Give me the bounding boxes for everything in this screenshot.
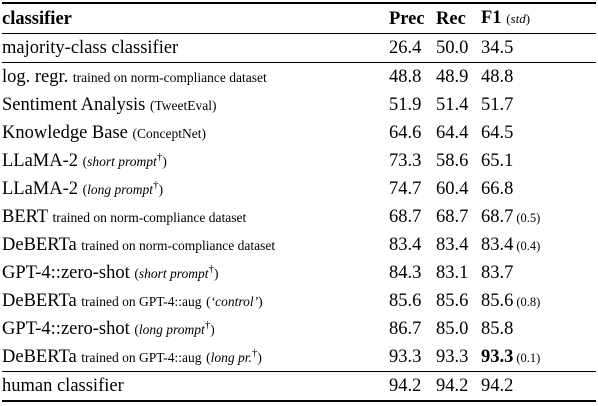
dagger-mark: † — [208, 262, 215, 275]
f1-value: 85.6 (0.8) — [481, 290, 541, 311]
f1-header-label: F1 — [481, 8, 502, 28]
classifier-name: majority-class classifier — [2, 33, 389, 63]
rec-value: 58.6 — [436, 151, 469, 171]
table-row: log. regr. trained on norm-compliance da… — [2, 63, 596, 92]
classifier-note: (TweetEval) — [150, 97, 217, 113]
dagger-mark: † — [153, 178, 159, 191]
table-row: BERT trained on norm-compliance dataset … — [2, 203, 596, 231]
prec-value: 84.3 — [389, 263, 422, 283]
dagger-mark: † — [156, 150, 163, 163]
rec-value: 85.0 — [436, 319, 469, 339]
table-row: Sentiment Analysis (TweetEval) 51.9 51.4… — [2, 91, 596, 119]
f1-value: 68.7 (0.5) — [481, 206, 541, 227]
rec-value: 83.4 — [436, 235, 469, 255]
prec-value: 74.7 — [389, 179, 422, 199]
std-value: (0.8) — [516, 294, 541, 309]
prec-value: 86.7 — [389, 319, 422, 339]
header-row: classifier Prec Rec F1 (std) — [2, 2, 596, 34]
rec-value: 60.4 — [436, 179, 469, 199]
dagger-mark: † — [204, 318, 211, 331]
prec-value: 64.6 — [389, 123, 422, 143]
classifier-name: log. regr. trained on norm-compliance da… — [2, 66, 267, 87]
prec-value: 68.7 — [389, 207, 422, 227]
classifier-note: long prompt — [138, 321, 205, 337]
f1-value: 34.5 — [481, 33, 596, 63]
table-row: LLaMA-2 (long prompt†) 74.7 60.4 66.8 — [2, 175, 596, 203]
f1-value: 64.5 — [481, 123, 514, 143]
table-row: DeBERTa trained on GPT-4::aug (‘control’… — [2, 287, 596, 315]
prec-value: 83.4 — [389, 235, 422, 255]
classifier-name: DeBERTa trained on GPT-4::aug (‘control’… — [2, 290, 263, 311]
table-row: LLaMA-2 (short prompt†) 73.3 58.6 65.1 — [2, 147, 596, 175]
std-value: (0.4) — [516, 238, 541, 253]
table-row: DeBERTa trained on GPT-4::aug (long pr.†… — [2, 343, 596, 372]
f1-value: 85.8 — [481, 319, 514, 339]
classifier-note: trained on GPT-4::aug — [81, 293, 202, 309]
prec-value: 93.3 — [389, 343, 436, 372]
rec-value: 93.3 — [436, 343, 481, 372]
classifier-note: trained on norm-compliance dataset — [72, 69, 267, 85]
std-header-label: std — [510, 11, 526, 26]
rec-value: 85.6 — [436, 291, 469, 311]
prec-value: 48.8 — [389, 67, 422, 87]
std-value: (0.1) — [516, 350, 541, 365]
classifier-note: short prompt — [138, 265, 209, 281]
classifier-name: Knowledge Base (ConceptNet) — [2, 122, 206, 143]
classifier-note-detail: long pr. — [210, 349, 252, 365]
f1-value: 48.8 — [481, 67, 514, 87]
f1-value: 83.4 (0.4) — [481, 234, 541, 255]
table-row: GPT-4::zero-shot (long prompt†) 86.7 85.… — [2, 315, 596, 343]
classifier-header: classifier — [2, 2, 389, 34]
rec-value: 68.7 — [436, 207, 469, 227]
classifier-name: DeBERTa trained on GPT-4::aug (long pr.†… — [2, 343, 389, 372]
f1-value: 66.8 — [481, 179, 514, 199]
prec-value: 73.3 — [389, 151, 422, 171]
rec-value: 48.9 — [436, 67, 469, 87]
table-row: human classifier 94.2 94.2 94.2 — [2, 371, 596, 402]
table-row: GPT-4::zero-shot (short prompt†) 84.3 83… — [2, 259, 596, 287]
prec-value: 94.2 — [389, 371, 436, 402]
prec-header: Prec — [389, 2, 436, 34]
classifier-name: GPT-4::zero-shot (short prompt†) — [2, 262, 219, 283]
classifier-name: human classifier — [2, 371, 389, 402]
prec-value: 85.6 — [389, 291, 422, 311]
prec-value: 26.4 — [389, 33, 436, 63]
f1-value: 93.3 (0.1) — [481, 343, 596, 372]
rec-value: 64.4 — [436, 123, 469, 143]
f1-value: 65.1 — [481, 151, 514, 171]
classifier-note: trained on norm-compliance dataset — [81, 237, 276, 253]
table-row: majority-class classifier 26.4 50.0 34.5 — [2, 33, 596, 63]
classifier-name: LLaMA-2 (short prompt†) — [2, 150, 167, 171]
classifier-note: trained on norm-compliance dataset — [52, 209, 247, 225]
rec-header: Rec — [436, 2, 481, 34]
prec-value: 51.9 — [389, 95, 422, 115]
rec-value: 51.4 — [436, 95, 469, 115]
classifier-note: long prompt — [87, 181, 154, 197]
classifier-name: GPT-4::zero-shot (long prompt†) — [2, 318, 215, 339]
rec-value: 50.0 — [436, 33, 481, 63]
classifier-name: DeBERTa trained on norm-compliance datas… — [2, 234, 276, 255]
f1-value: 94.2 — [481, 371, 596, 402]
classifier-note-detail: ‘control’ — [210, 293, 259, 309]
classifier-note: (ConceptNet) — [132, 125, 206, 141]
f1-value: 51.7 — [481, 95, 514, 115]
dagger-mark: † — [251, 346, 258, 359]
classifier-note: trained on GPT-4::aug — [81, 349, 202, 365]
classifier-name: BERT trained on norm-compliance dataset — [2, 206, 247, 227]
results-table: classifier Prec Rec F1 (std) majority-cl… — [2, 2, 596, 402]
f1-header: F1 (std) — [481, 2, 596, 34]
f1-value: 83.7 — [481, 263, 514, 283]
classifier-note: short prompt — [87, 153, 157, 169]
rec-value: 83.1 — [436, 263, 469, 283]
classifier-name: LLaMA-2 (long prompt†) — [2, 178, 164, 199]
table-row: Knowledge Base (ConceptNet) 64.6 64.4 64… — [2, 119, 596, 147]
classifier-name: Sentiment Analysis (TweetEval) — [2, 94, 217, 115]
table-row: DeBERTa trained on norm-compliance datas… — [2, 231, 596, 259]
rec-value: 94.2 — [436, 371, 481, 402]
std-value: (0.5) — [516, 210, 541, 225]
